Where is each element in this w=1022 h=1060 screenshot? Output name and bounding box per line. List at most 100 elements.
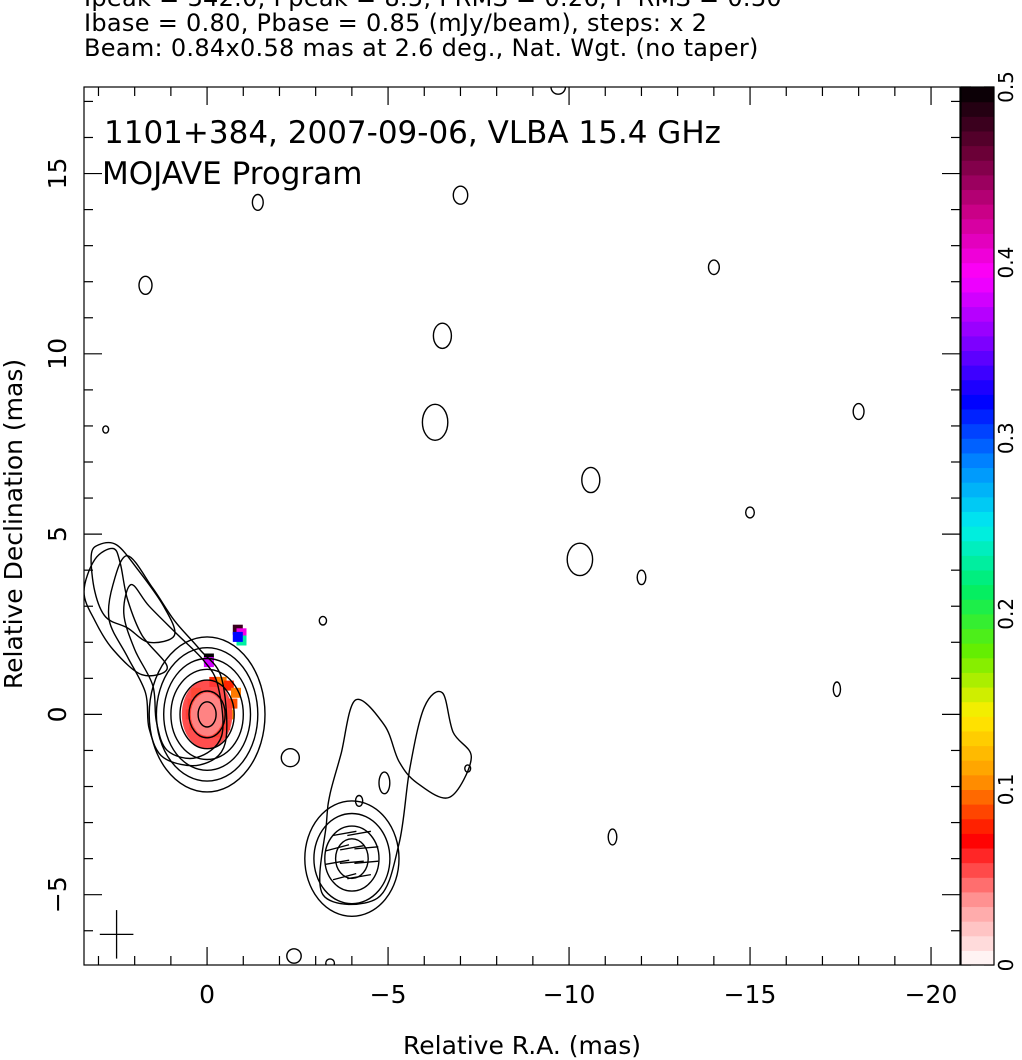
colorbar-segment: [961, 145, 994, 161]
noise-island-contour: [432, 322, 453, 350]
colorbar-tick-label: 0.5: [994, 71, 1018, 103]
noise-island-contour: [566, 542, 594, 577]
colorbar-segment: [961, 877, 994, 893]
noise-island-contour: [581, 466, 601, 494]
colorbar-segment: [961, 262, 994, 278]
core-contour: [148, 636, 266, 793]
colorbar-segment: [961, 277, 994, 293]
evpa-vectors: [325, 830, 379, 881]
x-tick-label: −15: [724, 980, 777, 1009]
header-line-peaks: Ipeak = 342.0, Ppeak = 8.5, I RMS = 0.26…: [84, 0, 1014, 11]
y-axis-label: Relative Declination (mas): [0, 359, 28, 689]
colorbar-segment: [961, 101, 994, 117]
noise-island-contour: [607, 828, 618, 846]
header-line-beam: Beam: 0.84x0.58 mas at 2.6 deg., Nat. Wg…: [84, 34, 759, 62]
evpa-vector: [325, 844, 350, 852]
noise-island-contour: [251, 193, 264, 212]
colorbar-segment: [961, 716, 994, 732]
colorbar-segment: [961, 218, 994, 234]
plot-header: Ipeak = 342.0, Ppeak = 8.5, I RMS = 0.26…: [84, 0, 1014, 61]
colorbar-tick-label: 0.3: [994, 422, 1018, 454]
plot-title: 1101+384, 2007-09-06, VLBA 15.4 GHz: [104, 115, 721, 151]
colorbar-segment: [961, 291, 994, 308]
pol-pixel: [232, 631, 243, 642]
jet-contour: [84, 547, 169, 677]
x-tick-label: 0: [199, 980, 215, 1009]
colorbar-segment: [961, 569, 994, 586]
colorbar-segment: [961, 335, 994, 351]
colorbar-segment: [961, 789, 994, 805]
colorbar-segment: [961, 540, 994, 556]
pol-pixel: [216, 676, 227, 687]
colorbar-tick-label: 0: [994, 959, 1018, 972]
evpa-vector: [354, 846, 379, 850]
core-contour: [155, 647, 259, 782]
colorbar-segment: [961, 233, 994, 249]
header-line-base: Ibase = 0.80, Pbase = 0.85 (mJy/beam), s…: [84, 9, 708, 37]
noise-island-contour: [707, 259, 721, 276]
colorbar-segment: [961, 818, 994, 834]
noise-island-contour: [421, 403, 449, 441]
colorbar-segment: [961, 423, 994, 439]
colorbar-segment: [961, 657, 994, 673]
colorbar-segment: [961, 774, 994, 790]
colorbar-segment: [961, 862, 994, 878]
noise-island-contour: [280, 748, 300, 768]
south-outer-contour: [319, 690, 473, 906]
colorbar-segment: [961, 760, 994, 776]
noise-island-contour: [378, 771, 391, 795]
noise-island-contour: [832, 681, 842, 698]
colorbar-segment: [961, 613, 994, 630]
pol-pixel: [231, 687, 241, 698]
colorbar-segment: [961, 365, 994, 381]
colorbar-segment: [961, 452, 994, 469]
colorbar-segment: [961, 394, 994, 410]
colorbar-segment: [961, 847, 994, 864]
x-tick-label: −5: [370, 980, 407, 1009]
pol-pixel: [223, 680, 234, 691]
core-contour: [163, 657, 252, 772]
colorbar-segment: [961, 116, 994, 132]
noise-island-contour: [286, 948, 302, 964]
colorbar-segment: [961, 950, 994, 966]
colorbar-segment: [961, 745, 994, 761]
plot-subtitle: MOJAVE Program: [102, 156, 362, 192]
noise-island-contour: [354, 794, 364, 808]
core-contour: [197, 701, 217, 728]
evpa-vector: [347, 873, 372, 880]
colorbar: 0 0.1 0.2 0.3 0.4 0.5: [960, 71, 1018, 972]
colorbar-segment: [961, 935, 994, 951]
noise-island-contour: [318, 615, 328, 626]
colorbar-segment: [961, 701, 994, 717]
y-tick-label: 10: [43, 338, 72, 370]
core-contour: [179, 679, 235, 750]
colorbar-segment: [961, 584, 994, 600]
colorbar-segment: [961, 833, 994, 849]
y-tick-label: −5: [43, 876, 72, 913]
total-intensity-contours: [84, 87, 865, 965]
x-axis-label: Relative R.A. (mas): [403, 1031, 641, 1060]
colorbar-segment: [961, 87, 994, 103]
colorbar-segment: [961, 306, 994, 322]
colorbar-segment: [961, 921, 994, 937]
plot-frame: [83, 86, 961, 966]
core-contour: [170, 668, 245, 761]
colorbar-segment: [961, 321, 994, 337]
colorbar-segment: [961, 511, 994, 527]
colorbar-segment: [961, 555, 994, 571]
evpa-vector: [354, 860, 379, 864]
jet-contour: [90, 541, 176, 644]
evpa-vector: [347, 830, 372, 837]
y-tick-label: 5: [43, 526, 72, 542]
colorbar-segment: [961, 174, 994, 191]
noise-island-contour: [636, 569, 647, 586]
colorbar-segment: [961, 204, 994, 220]
colorbar-tick-label: 0.1: [994, 773, 1018, 805]
colorbar-segment: [961, 482, 994, 498]
colorbar-tick-label: 0.2: [994, 598, 1018, 630]
colorbar-segment: [961, 496, 994, 512]
noise-island-contour: [464, 764, 472, 773]
colorbar-segment: [961, 643, 994, 659]
core-contour: [188, 690, 226, 739]
